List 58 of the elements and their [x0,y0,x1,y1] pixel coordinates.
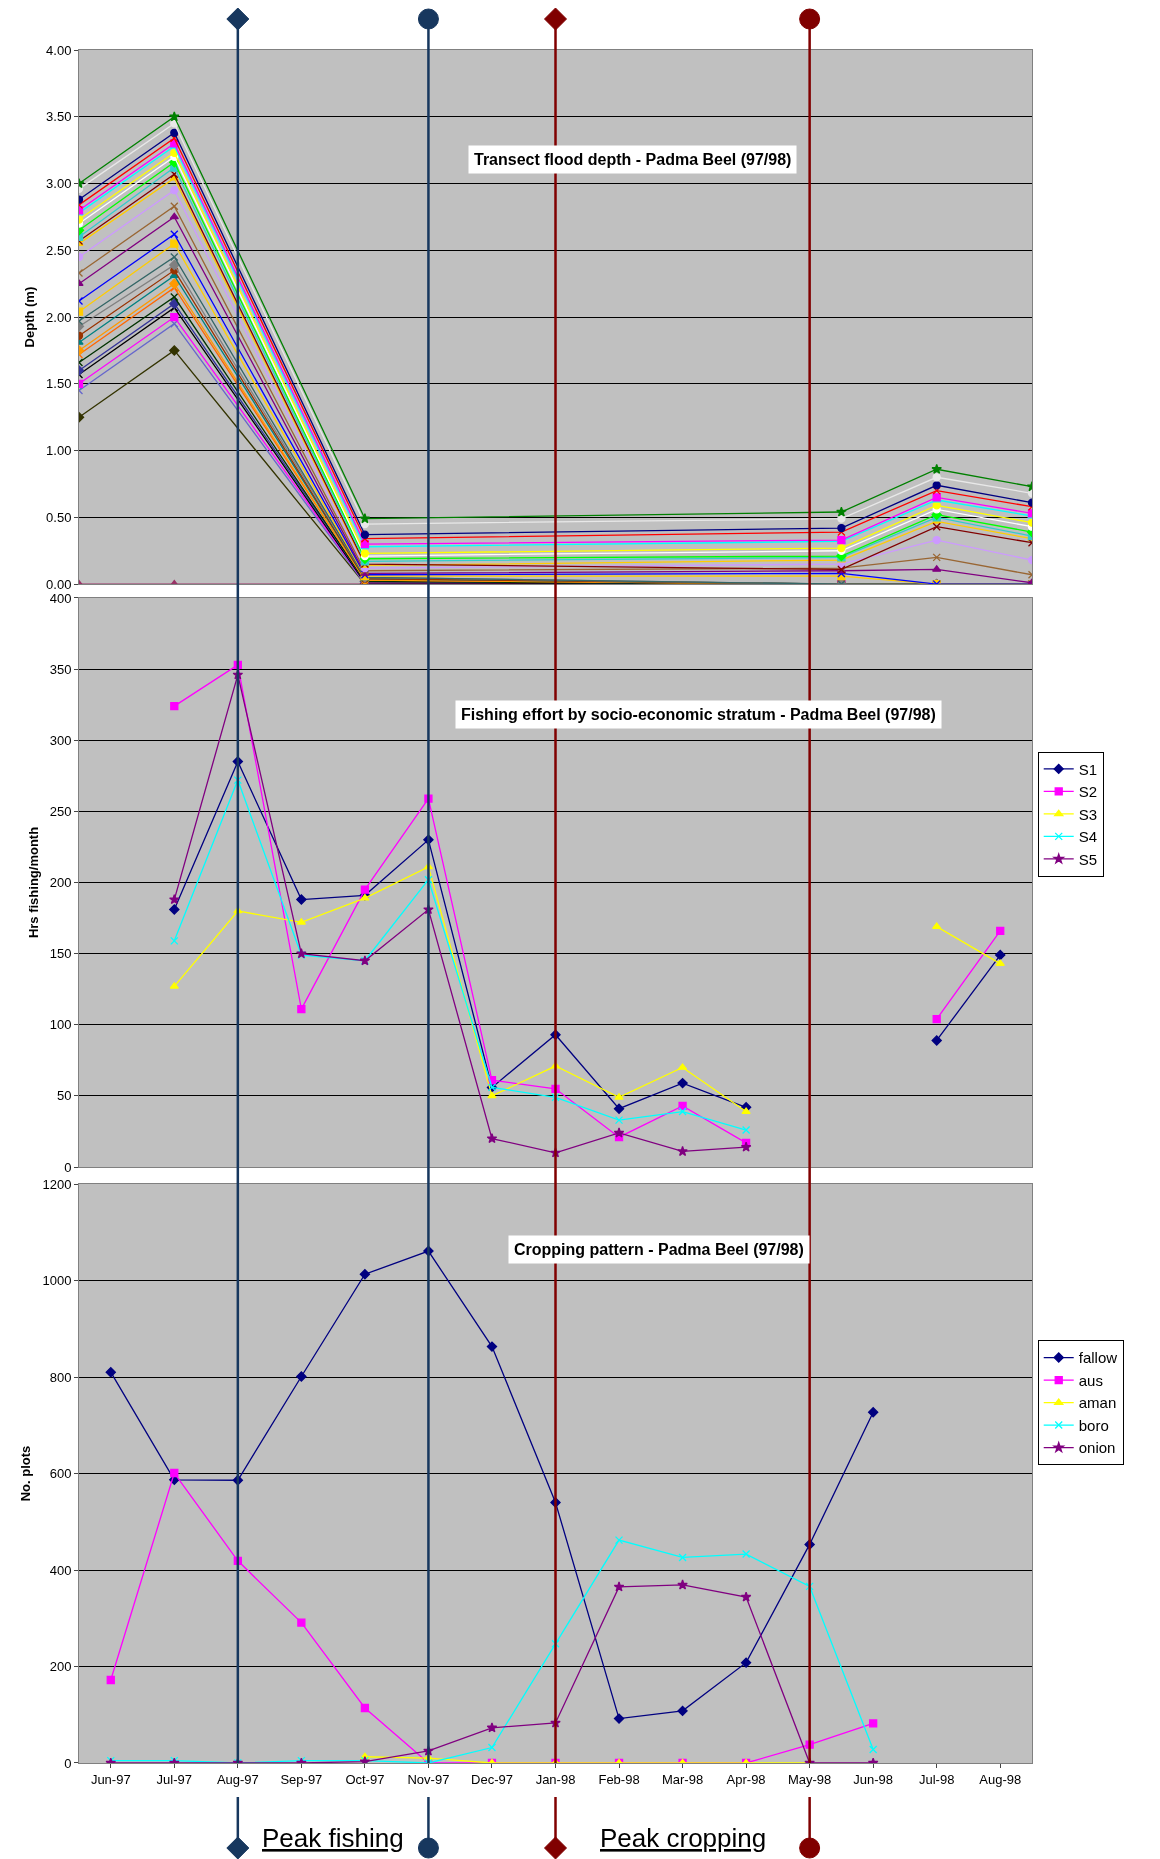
x-tick-label: Aug-98 [979,1771,1022,1787]
y-tick-label: 100 [49,1017,72,1033]
text: Fishing effort by socio-economic stratum - Padma Beel (97/98) [461,706,936,723]
legend-label: fallow [1078,1349,1118,1367]
y-tick-label: 0.00 [46,576,72,592]
y-tick-label: 2.50 [46,242,72,258]
legend-label: S4 [1078,828,1098,846]
legend-label: S3 [1078,805,1098,823]
y-tick-label: 400 [49,1562,72,1578]
y-axis-title: Hrs fishing/month [25,826,41,939]
x-tick-label: Feb-98 [598,1771,640,1787]
x-tick-label: Jul-98 [918,1771,955,1787]
legend-label: aman [1078,1394,1117,1412]
x-tick-label: Mar-98 [661,1771,704,1787]
x-tick-label: Oct-97 [345,1771,385,1787]
y-tick-label: 0.50 [46,509,72,525]
y-tick-label: 1.00 [46,443,72,459]
y-tick-label: 200 [49,875,72,891]
legend-label: S5 [1078,850,1098,868]
y-tick-label: 50 [56,1088,72,1104]
legend-label: aus [1078,1371,1103,1389]
x-tick-label: Aug-97 [216,1771,259,1787]
text: Peak fishing [262,1823,404,1853]
legend-label: S1 [1078,760,1098,778]
y-axis-title: Depth (m) [22,286,38,348]
y-tick-label: 400 [49,590,72,606]
x-tick-label: Jun-97 [90,1771,131,1787]
y-tick-label: 150 [49,946,72,962]
x-tick-label: Dec-97 [471,1771,513,1787]
y-tick-label: 200 [49,1659,72,1675]
y-tick-label: 600 [49,1466,72,1482]
text: Peak cropping [600,1823,767,1853]
text: Transect flood depth - Padma Beel (97/98) [474,151,792,168]
legend-label: boro [1078,1416,1109,1434]
y-axis-title: No. plots [18,1445,34,1502]
legend-label: onion [1078,1439,1116,1457]
y-tick-label: 3.00 [46,176,72,192]
y-tick-label: 250 [49,803,72,819]
y-tick-label: 0 [64,1159,72,1175]
y-tick-label: 1200 [42,1176,72,1192]
y-tick-label: 2.00 [46,309,72,325]
y-tick-label: 3.50 [46,109,72,125]
x-tick-label: Jun-98 [853,1771,894,1787]
y-tick-label: 4.00 [46,42,72,58]
y-tick-label: 1.50 [46,376,72,392]
x-tick-label: Jan-98 [535,1771,576,1787]
x-tick-label: Apr-98 [726,1771,766,1787]
text: Cropping pattern - Padma Beel (97/98) [514,1241,804,1258]
x-tick-label: Sep-97 [280,1771,323,1787]
x-tick-label: May-98 [787,1771,832,1787]
x-tick-label: Nov-97 [407,1771,450,1787]
x-tick-label: Jul-97 [156,1771,193,1787]
y-tick-label: 300 [49,732,72,748]
y-tick-label: 800 [49,1369,72,1385]
y-tick-label: 350 [49,661,72,677]
y-tick-label: 0 [64,1755,72,1771]
legend-label: S2 [1078,783,1098,801]
y-tick-label: 1000 [42,1273,72,1289]
